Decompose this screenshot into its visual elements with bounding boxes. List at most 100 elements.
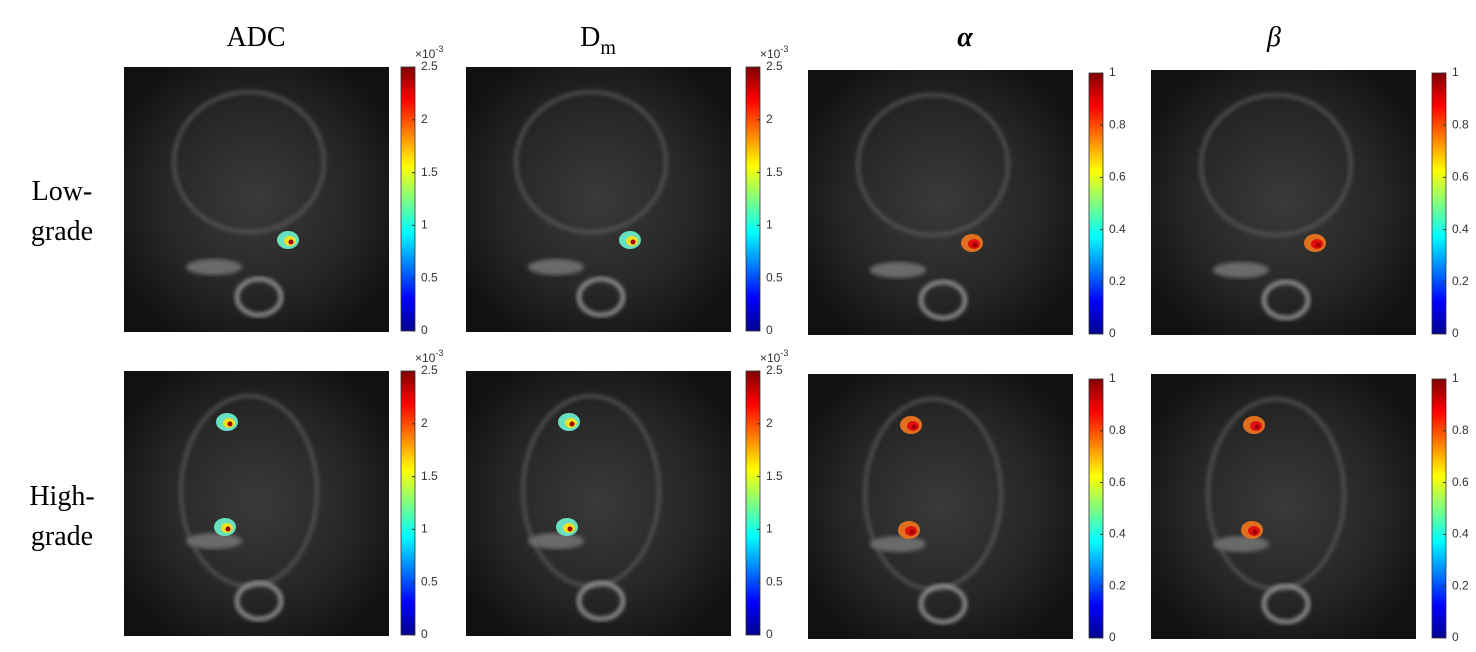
anatomy-outline	[235, 277, 283, 317]
lesion-overlay	[1252, 529, 1258, 535]
mri-image	[1151, 374, 1416, 639]
tick-label: 0.8	[1452, 117, 1469, 131]
lesion-overlay	[911, 424, 917, 430]
anatomy-outline	[577, 277, 625, 317]
tick-label: 0.6	[1452, 475, 1469, 489]
anatomy-outline	[514, 90, 668, 234]
anatomy-outline	[1262, 280, 1310, 320]
colorbar-multiplier: ×10-3	[760, 44, 788, 61]
mri-image	[808, 374, 1073, 639]
mri-image	[124, 67, 389, 332]
column-header: Dm	[580, 22, 616, 59]
lesion-overlay	[1315, 242, 1321, 248]
tick-label: 0.6	[1452, 170, 1469, 184]
colorbar	[1431, 72, 1447, 335]
header-text: D	[580, 22, 600, 53]
tick-label: 0	[1452, 326, 1459, 340]
image-background	[1151, 70, 1416, 335]
colorbar	[745, 370, 761, 636]
anatomy-outline	[856, 93, 1010, 237]
lesion-overlay	[972, 242, 978, 248]
tick-label: 0.2	[1109, 274, 1126, 288]
multiplier-exponent: -3	[435, 44, 443, 54]
anatomy-outline	[919, 584, 967, 624]
tick-label: 0.8	[1109, 117, 1126, 131]
column-header: ADC	[226, 22, 285, 53]
tick-label: 1	[1452, 371, 1459, 385]
lesion-overlay	[569, 421, 575, 427]
header-text: ADC	[226, 22, 285, 53]
anatomy-outline	[1199, 93, 1353, 237]
colorbar	[745, 66, 761, 332]
header-text: β	[1266, 22, 1281, 53]
anatomy-outline	[577, 581, 625, 621]
anatomy-outline	[1213, 262, 1269, 278]
tick-label: 2	[421, 416, 428, 430]
colorbar	[400, 370, 416, 636]
tick-label: 0	[1109, 630, 1116, 644]
colorbar-multiplier: ×10-3	[760, 348, 788, 365]
anatomy-outline	[528, 259, 584, 275]
tick-label: 0.8	[1109, 423, 1126, 437]
lesion-overlay	[630, 239, 636, 245]
multiplier-exponent: -3	[435, 348, 443, 358]
image-background	[808, 374, 1073, 639]
multiplier-exponent: -3	[780, 348, 788, 358]
tick-label: 0.4	[1109, 527, 1126, 541]
lesion-overlay	[567, 526, 573, 532]
image-background	[124, 67, 389, 332]
lesion-overlay	[227, 421, 233, 427]
tick-label: 0	[1109, 326, 1116, 340]
row-label: Low-	[32, 176, 93, 207]
multiplier-base: ×10	[415, 351, 436, 365]
mri-image	[466, 371, 731, 636]
multiplier-base: ×10	[760, 47, 781, 61]
anatomy-outline	[1262, 584, 1310, 624]
image-background	[466, 371, 731, 636]
colorbar	[1088, 72, 1104, 335]
lesion-overlay	[288, 239, 294, 245]
anatomy-outline	[186, 259, 242, 275]
lesion-overlay	[909, 529, 915, 535]
lesion-overlay	[225, 526, 231, 532]
lesion-overlay	[1254, 424, 1260, 430]
anatomy-outline	[870, 262, 926, 278]
colorbar-multiplier: ×10-3	[415, 44, 443, 61]
tick-label: 1	[1109, 65, 1116, 79]
anatomy-outline	[870, 536, 926, 552]
tick-label: 0.2	[1452, 274, 1469, 288]
mri-image	[124, 371, 389, 636]
mri-image	[1151, 70, 1416, 335]
row-label: grade	[31, 216, 93, 247]
tick-label: 2	[421, 112, 428, 126]
colorbar	[400, 66, 416, 332]
tick-label: 1	[1109, 371, 1116, 385]
tick-label: 1.5	[421, 165, 438, 179]
tick-label: 0.5	[421, 270, 438, 284]
multiplier-base: ×10	[760, 351, 781, 365]
tick-label: 0.6	[1109, 475, 1126, 489]
tick-label: 0.5	[766, 270, 783, 284]
anatomy-outline	[186, 533, 242, 549]
tick-label: 2.5	[766, 59, 783, 73]
tick-label: 0.5	[421, 574, 438, 588]
tick-label: 1.5	[421, 469, 438, 483]
image-background	[1151, 374, 1416, 639]
colorbar	[1431, 378, 1447, 639]
tick-label: 0.4	[1109, 222, 1126, 236]
colorbar-multiplier: ×10-3	[415, 348, 443, 365]
tick-label: 2.5	[421, 59, 438, 73]
colorbar	[1088, 378, 1104, 639]
column-header: α	[957, 22, 973, 53]
tick-label: 1.5	[766, 469, 783, 483]
tick-label: 1	[1452, 65, 1459, 79]
tick-label: 2	[766, 416, 773, 430]
tick-label: 0	[1452, 630, 1459, 644]
multiplier-base: ×10	[415, 47, 436, 61]
header-text: α	[957, 22, 973, 53]
tick-label: 0	[766, 323, 773, 337]
anatomy-outline	[1213, 536, 1269, 552]
tick-label: 2.5	[766, 363, 783, 377]
tick-label: 2	[766, 112, 773, 126]
